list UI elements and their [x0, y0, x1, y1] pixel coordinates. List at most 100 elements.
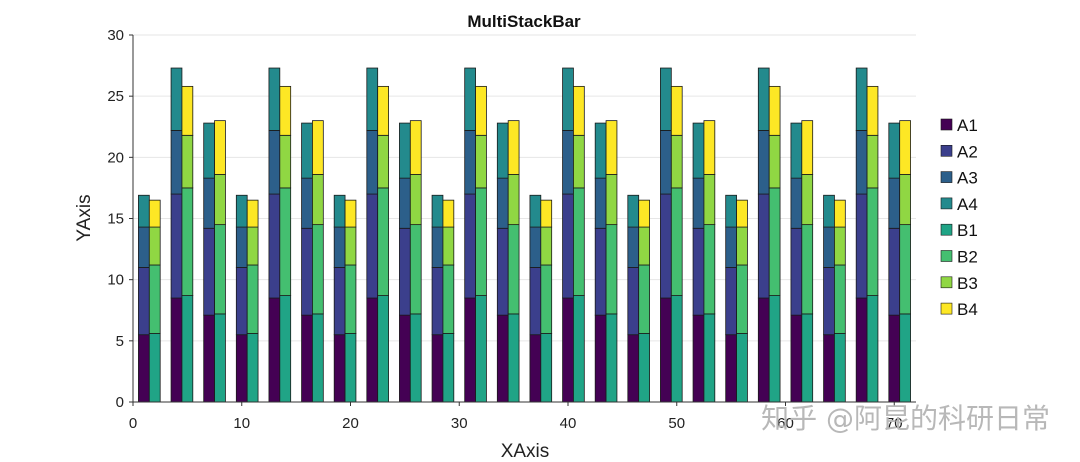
bar-segment-b4: [181, 85, 194, 136]
bar-segment-b1: [409, 313, 422, 403]
bar-segment-a4: [823, 194, 835, 228]
x-tick-label: 60: [777, 415, 794, 432]
x-tick-label: 0: [129, 415, 137, 432]
bar-segment-a2: [594, 227, 607, 316]
bar-segment-b2: [638, 264, 650, 334]
bar-segment-a3: [627, 226, 640, 268]
bar-segment-a1: [725, 334, 737, 403]
watermark: 知乎 @阿昆的科研日常: [761, 402, 1050, 435]
bar-segment-a2: [855, 193, 868, 299]
bar-segment-b3: [866, 134, 879, 189]
bar-segment-b2: [670, 187, 683, 296]
bar-segment-b3: [540, 226, 553, 266]
y-tick-label: 5: [116, 333, 124, 350]
bar-segment-b2: [736, 264, 748, 334]
bar-segment-a4: [496, 122, 509, 179]
bar-segment-b1: [507, 313, 520, 403]
bar-segment-a1: [594, 314, 607, 403]
bar-segment-a4: [725, 194, 737, 228]
bar-segment-a3: [333, 226, 346, 268]
tick-labels: 0 5 10 15 20 25 30 0 10 20 30 40 50 60 70: [107, 27, 902, 432]
bar-segment-a1: [170, 297, 183, 403]
bar-segment-a3: [496, 177, 509, 229]
bar-segment-a4: [562, 67, 574, 131]
bar-segment-b1: [148, 333, 161, 403]
bar-segment-b3: [899, 174, 911, 226]
bar-segment-b1: [377, 295, 389, 403]
bar-segment-a1: [757, 297, 770, 403]
bar-segment-a3: [757, 130, 770, 195]
bar-segment-b2: [540, 264, 553, 334]
bar-segment-b4: [344, 199, 357, 228]
bar-segment-b1: [736, 333, 748, 403]
bar-segment-b2: [507, 224, 520, 315]
bar-segment-b4: [670, 85, 683, 136]
bar-segment-b2: [573, 187, 585, 296]
legend-label: A2: [957, 142, 978, 161]
x-tick-label: 10: [233, 415, 250, 432]
bar-segment-b2: [703, 224, 716, 315]
bar-segment-a2: [496, 227, 509, 316]
axes: [129, 34, 916, 406]
bar-segment-a4: [660, 67, 672, 131]
x-tick-label: 30: [451, 415, 468, 432]
bar-segment-a4: [170, 67, 183, 131]
bar-segment-b1: [181, 295, 194, 403]
bar-segment-a2: [888, 227, 901, 316]
bar-segment-b3: [279, 134, 292, 189]
bar-segment-b4: [214, 120, 226, 175]
bar-segment-b4: [540, 199, 553, 228]
bar-segment-b2: [279, 187, 292, 296]
bar-segment-b3: [605, 174, 618, 226]
legend-swatch: [940, 171, 953, 183]
bar-segment-a3: [399, 177, 411, 229]
bar-segment-a2: [757, 193, 770, 299]
bar-segment-b1: [540, 333, 553, 403]
bar-segment-a2: [431, 267, 444, 336]
y-tick-label: 25: [107, 88, 124, 105]
y-tick-label: 20: [107, 149, 124, 166]
bar-segment-a1: [366, 297, 379, 403]
bar-segment-a2: [790, 227, 803, 316]
bar-segment-a2: [138, 267, 150, 336]
y-tick-label: 30: [107, 27, 124, 44]
bar-segment-a3: [660, 130, 672, 195]
bar-segment-b2: [475, 187, 487, 296]
legend-swatch: [940, 250, 953, 262]
bar-segment-a1: [627, 334, 640, 403]
bar-segment-a3: [855, 130, 868, 195]
legend-label: B1: [957, 221, 978, 240]
bar-segment-a2: [529, 267, 542, 336]
legend: A1 A2 A3 A4 B1 B2 B3 B4: [940, 116, 978, 319]
bar-segment-a4: [888, 122, 901, 179]
bar-segment-b4: [475, 85, 487, 136]
legend-swatch: [940, 145, 953, 157]
bar-segment-a2: [692, 227, 705, 316]
bar-segment-b2: [834, 264, 846, 334]
bar-segment-a4: [464, 67, 476, 131]
bar-segment-a1: [855, 297, 868, 403]
bar-segment-b1: [670, 295, 683, 403]
bar-segment-b1: [834, 333, 846, 403]
x-axis-title: XAxis: [501, 441, 550, 462]
bar-segment-b2: [181, 187, 194, 296]
bar-segment-b4: [442, 199, 455, 228]
bar-segment-b2: [899, 224, 911, 315]
y-tick-label: 10: [107, 272, 124, 289]
y-tick-label: 0: [116, 394, 124, 411]
x-tick-label: 70: [886, 415, 903, 432]
bar-segment-a3: [366, 130, 379, 195]
bar-segment-b1: [703, 313, 716, 403]
bar-segment-a4: [594, 122, 607, 179]
bar-segment-b1: [573, 295, 585, 403]
bar-segment-b4: [279, 85, 292, 136]
chart-title: MultiStackBar: [467, 12, 581, 31]
legend-label: A3: [957, 169, 978, 188]
bar-segment-a4: [333, 194, 346, 228]
bar-segment-a1: [464, 297, 476, 403]
bar-segment-a4: [366, 67, 379, 131]
y-tick-label: 15: [107, 211, 124, 228]
bar-segment-b4: [573, 85, 585, 136]
bar-segment-b4: [605, 120, 618, 175]
bar-segment-b3: [312, 174, 324, 226]
